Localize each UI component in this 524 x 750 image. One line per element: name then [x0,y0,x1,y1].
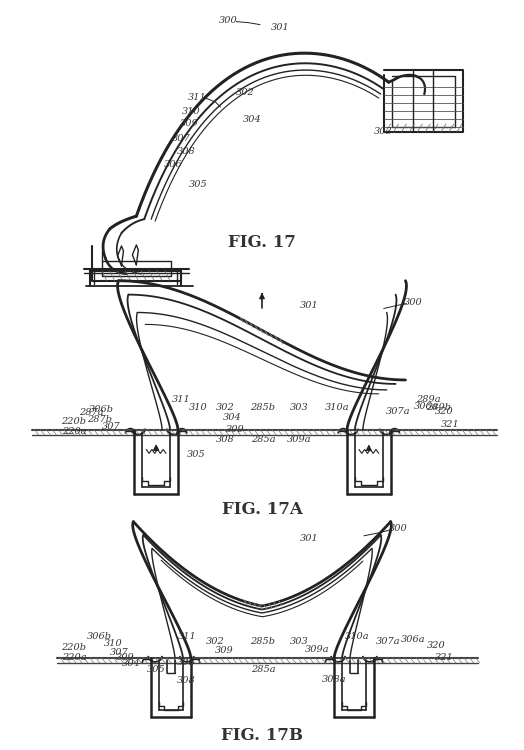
Text: 287a: 287a [80,408,104,417]
Text: 311: 311 [178,632,196,640]
Text: 309: 309 [215,646,234,656]
Text: 306a: 306a [401,634,425,644]
Text: 307a: 307a [376,637,401,646]
Text: 310: 310 [181,107,200,116]
Text: 307: 307 [110,649,129,658]
Text: 308: 308 [216,435,235,444]
Text: 220a: 220a [62,653,86,662]
Text: 321: 321 [441,420,460,429]
Text: 311: 311 [188,92,207,101]
Text: 285a: 285a [250,665,275,674]
Text: 310: 310 [189,404,208,412]
Text: 306b: 306b [89,405,114,414]
Text: 308: 308 [177,676,195,686]
Text: 308: 308 [177,147,195,156]
Text: 220b: 220b [61,644,86,652]
Text: 302: 302 [206,637,225,646]
Text: 308a: 308a [322,675,346,684]
Text: 308: 308 [177,658,195,668]
Text: 307: 307 [171,134,190,143]
Text: 309: 309 [116,653,135,662]
Text: 301: 301 [300,301,319,310]
Text: 220b: 220b [61,417,86,426]
Text: 285a: 285a [250,435,275,444]
Text: 306a: 306a [414,402,439,411]
Text: 304: 304 [243,116,261,124]
Text: 301: 301 [270,23,289,32]
Text: 303: 303 [290,404,309,412]
Text: 321: 321 [435,653,453,662]
Text: 301: 301 [300,534,319,543]
Text: 310a: 310a [325,404,350,412]
Text: 307: 307 [102,422,121,431]
Text: 309: 309 [226,425,245,434]
Text: 305: 305 [187,450,206,459]
Text: 300: 300 [219,16,238,26]
Text: 306b: 306b [87,632,112,640]
Text: 310a: 310a [345,632,369,640]
Text: 304: 304 [122,659,141,668]
Text: 320: 320 [427,641,445,650]
Text: 285b: 285b [250,637,276,646]
Text: 305: 305 [189,180,208,189]
Text: 300: 300 [389,524,408,533]
Text: 311: 311 [171,395,190,404]
Text: 300: 300 [404,298,423,307]
Text: FIG. 17B: FIG. 17B [221,727,303,744]
Text: 309: 309 [179,119,198,128]
Text: 306: 306 [163,160,182,169]
Text: 307a: 307a [386,407,411,416]
Text: FIG. 17A: FIG. 17A [222,500,302,517]
Text: 285b: 285b [250,404,276,412]
Text: 309a: 309a [287,435,312,444]
Text: 220a: 220a [62,427,86,436]
Text: 305: 305 [147,665,166,674]
Text: FIG. 17: FIG. 17 [228,235,296,251]
Text: 320: 320 [435,407,453,416]
Text: 309a: 309a [305,646,330,655]
Text: 302: 302 [236,88,255,97]
Text: 287b: 287b [87,416,112,424]
Text: 310: 310 [104,640,123,649]
Text: 304: 304 [223,413,242,422]
Text: 302: 302 [216,404,235,412]
Text: 289a: 289a [416,395,441,404]
Text: 303: 303 [290,637,309,646]
Text: 303: 303 [374,128,393,136]
Text: 289b: 289b [425,404,451,412]
